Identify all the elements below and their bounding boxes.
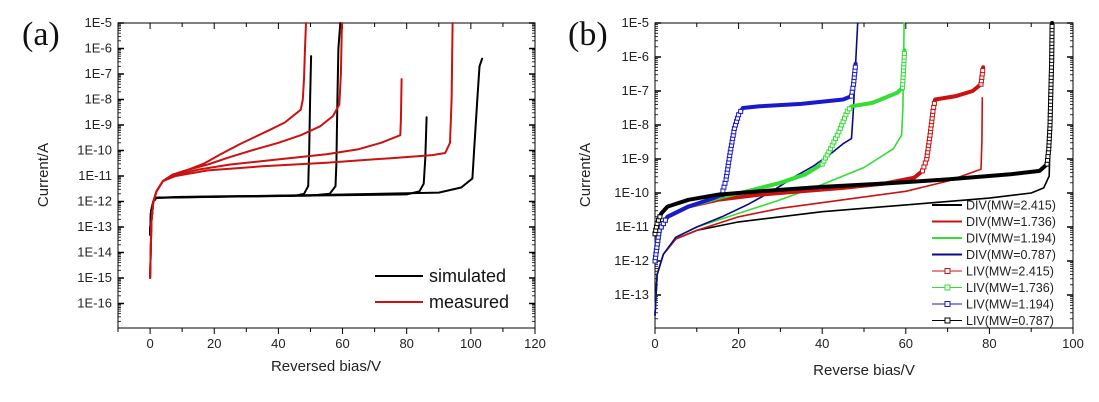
series-line-simulated [149, 22, 342, 236]
x-tick-label: 60 [899, 336, 913, 351]
axis-ticks-a: 0 20 40 60 80 100 120 1E-5 1E-6 1E-7 1E-8 1E-9 1E-10… [77, 15, 546, 351]
series-line-div-mw-0-787- [654, 22, 859, 317]
y-tick-label: 1E-15 [77, 270, 112, 285]
y-tick-label: 1E-8 [622, 117, 649, 132]
series-marker [901, 51, 907, 57]
legend-label: LIV(MW=1.194) [966, 298, 1054, 312]
legend-label-simulated: simulated [429, 266, 506, 286]
legend-marker [944, 301, 951, 307]
series-marker [921, 164, 927, 170]
y-tick-label: 1E-7 [85, 66, 112, 81]
y-tick-label: 1E-9 [622, 151, 649, 166]
series-marker [980, 68, 986, 74]
y-tick-label: 1E-13 [614, 287, 649, 302]
legend-a: simulated measured [375, 266, 509, 312]
x-tick-label: 80 [399, 336, 413, 351]
legend-label-measured: measured [429, 292, 509, 312]
series-marker [922, 160, 928, 166]
series-marker [920, 168, 926, 174]
y-tick-label: 1E-7 [622, 83, 649, 98]
x-tick-label: 120 [524, 336, 546, 351]
axis-ticks-b: 0 20 40 60 80 100 1E-5 1E-6 1E-7 1E-8 1E-9 1E-10 1E-… [614, 15, 1084, 351]
series-marker [850, 85, 856, 91]
y-tick-label: 1E-10 [614, 185, 649, 200]
series-line-simulated [149, 57, 484, 236]
series-line-measured [149, 22, 454, 279]
panel-a: (a) 0 20 40 60 80 100 120 1E-5 1E-6 1E-7 1E-8 1E-9 1… [22, 15, 546, 375]
series-marker [738, 108, 744, 114]
y-axis-title-b: Current/A [577, 143, 594, 207]
x-tick-label: 80 [982, 336, 996, 351]
series-marker [1049, 23, 1055, 29]
series-line-simulated [149, 55, 313, 236]
y-tick-label: 1E-9 [85, 117, 112, 132]
legend-marker [944, 317, 951, 324]
series-line-measured [149, 78, 403, 279]
x-tick-label: 20 [731, 336, 745, 351]
x-tick-label: 60 [335, 336, 349, 351]
x-tick-label: 0 [146, 336, 153, 351]
panel-label-a: (a) [22, 16, 60, 53]
series-group-b [652, 21, 1055, 317]
series-marker [657, 214, 663, 220]
series-marker [846, 106, 852, 112]
legend-marker [944, 268, 951, 274]
y-axis-title-a: Current/A [35, 143, 52, 207]
x-tick-label: 100 [460, 336, 482, 351]
y-tick-label: 1E-12 [614, 253, 649, 268]
series-group-a [149, 22, 484, 279]
series-marker [848, 93, 854, 99]
series-marker [931, 100, 937, 106]
x-axis-title-a: Reversed bias/V [271, 358, 381, 375]
y-tick-label: 1E-6 [622, 49, 649, 64]
y-tick-label: 1E-8 [85, 92, 112, 107]
y-tick-label: 1E-14 [77, 245, 112, 260]
y-tick-label: 1E-12 [77, 194, 112, 209]
panel-label-b: (b) [568, 16, 608, 53]
legend-label: LIV(MW=0.787) [966, 314, 1054, 328]
y-tick-label: 1E-13 [77, 219, 112, 234]
y-tick-label: 1E-6 [85, 41, 112, 56]
x-tick-label: 100 [1062, 336, 1084, 351]
y-tick-label: 1E-11 [78, 168, 112, 183]
legend-label: LIV(MW=1.736) [966, 281, 1054, 295]
series-marker [852, 64, 858, 70]
legend-label: LIV(MW=2.415) [966, 265, 1054, 279]
legend-label: DIV(MW=1.194) [966, 232, 1056, 246]
series-line-measured [149, 22, 307, 279]
x-tick-label: 40 [815, 336, 829, 351]
y-tick-label: 1E-5 [622, 15, 649, 30]
y-tick-label: 1E-5 [85, 15, 112, 30]
panel-b: (b) 0 20 40 60 80 100 1E-5 1E-6 1E-7 1E-8 1E-9 1E-1… [568, 15, 1084, 379]
legend-marker [944, 284, 951, 291]
series-marker [662, 217, 668, 223]
legend-label: DIV(MW=1.736) [966, 215, 1056, 229]
series-line-div-mw-1-194- [654, 22, 905, 317]
legend-label: DIV(MW=2.415) [966, 199, 1056, 213]
x-tick-label: 40 [271, 336, 285, 351]
x-axis-title-b: Reverse bias/V [813, 362, 915, 379]
x-tick-label: 20 [207, 336, 221, 351]
series-marker [930, 108, 936, 114]
legend-b: DIV(MW=2.415) DIV(MW=1.736) DIV(MW=1.194) D… [932, 199, 1056, 328]
series-line-simulated [149, 116, 428, 236]
series-marker [849, 89, 855, 95]
y-tick-label: 1E-10 [77, 143, 112, 158]
series-line-measured [149, 22, 343, 279]
legend-label: DIV(MW=0.787) [966, 248, 1056, 262]
series-marker [931, 104, 937, 110]
y-tick-label: 1E-11 [615, 219, 649, 234]
y-tick-label: 1E-16 [77, 296, 112, 311]
x-tick-label: 0 [651, 336, 658, 351]
